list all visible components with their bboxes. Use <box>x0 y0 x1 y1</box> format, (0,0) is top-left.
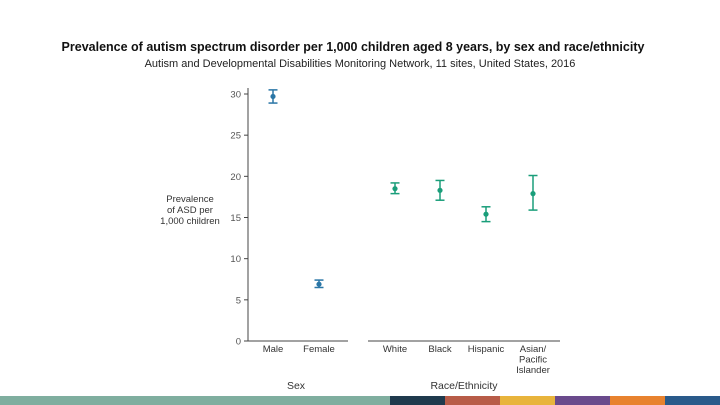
footer-color-segment <box>0 396 390 405</box>
x-group-label: Sex <box>287 380 306 392</box>
footer-color-segment <box>445 396 500 405</box>
y-tick-label: 25 <box>230 131 241 142</box>
y-tick-label: 0 <box>236 337 241 348</box>
chart-subtitle: Autism and Developmental Disabilities Mo… <box>144 58 576 70</box>
x-category-label: Female <box>303 344 335 355</box>
y-tick-label: 10 <box>230 254 241 265</box>
chart-title: Prevalence of autism spectrum disorder p… <box>61 40 645 54</box>
footer-color-segment <box>610 396 665 405</box>
x-category-label: Male <box>263 344 284 355</box>
x-group-label: Race/Ethnicity <box>430 380 498 392</box>
data-point <box>392 186 398 192</box>
y-axis-label: Prevalence of ASD per 1,000 children <box>160 194 220 227</box>
footer-color-segment <box>555 396 610 405</box>
y-tick-label: 5 <box>236 295 241 306</box>
data-point <box>483 211 489 217</box>
data-point <box>530 191 536 197</box>
footer-color-segment <box>390 396 445 405</box>
y-tick-label: 30 <box>230 90 241 101</box>
y-tick-label: 15 <box>230 213 241 224</box>
x-category-label: Asian/Pacific Islander <box>516 344 550 376</box>
x-category-label: Hispanic <box>468 344 505 355</box>
data-point <box>270 93 276 100</box>
footer-color-segment <box>665 396 720 405</box>
y-tick-label: 20 <box>230 172 241 183</box>
footer-color-segment <box>500 396 555 405</box>
data-point <box>437 187 443 193</box>
x-category-label: White <box>383 344 407 355</box>
data-point <box>316 281 322 287</box>
footer-color-bar <box>0 396 720 405</box>
x-category-label: Black <box>428 344 451 355</box>
